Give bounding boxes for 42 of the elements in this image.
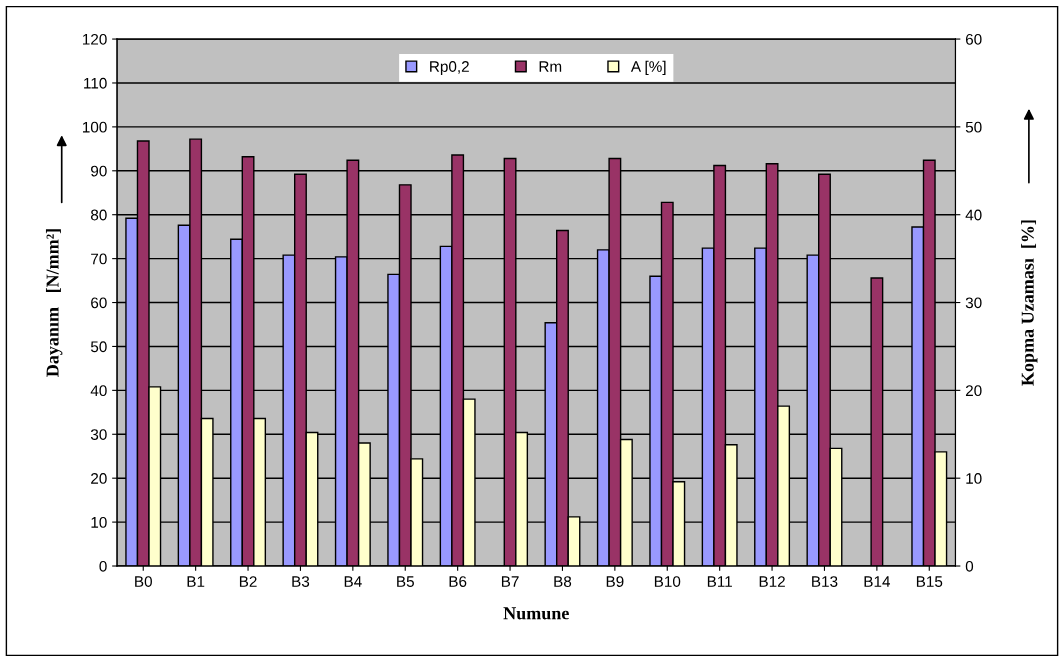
x-tick-label: B3: [292, 576, 310, 587]
x-tick-label: B5: [397, 576, 414, 587]
x-tick-label: B7: [501, 576, 519, 587]
x-tick-label: B8: [554, 576, 572, 587]
x-tick-label: B12: [759, 576, 785, 587]
x-tick-label: B9: [606, 576, 624, 587]
legend-label: Rm: [539, 61, 562, 72]
y-tick-label: 120: [83, 33, 107, 45]
y2-tick-label: 10: [966, 473, 982, 484]
x-tick-label: B1: [187, 576, 205, 587]
x-tick-label: B13: [812, 576, 838, 587]
x-tick-label: B6: [449, 576, 467, 587]
y-tick-label: 30: [90, 429, 107, 440]
x-tick-label: B14: [864, 576, 891, 587]
y-tick-label: 80: [90, 209, 107, 221]
y-tick-label: 40: [90, 385, 107, 397]
legend-label: Rp0,2: [430, 61, 469, 75]
y2-tick-label: 30: [965, 297, 982, 309]
x-tick-label: B0: [135, 576, 152, 587]
x-tick-label: B11: [707, 576, 732, 587]
x-tick-label: B10: [654, 576, 681, 587]
y-tick-label: 0: [99, 560, 107, 572]
y2-tick-label: 50: [965, 121, 982, 133]
y-tick-label: 100: [83, 121, 107, 133]
y-tick-label: 10: [91, 516, 107, 528]
y-tick-label: 70: [91, 253, 107, 265]
y-tick-label: 90: [91, 165, 107, 177]
y2-tick-label: 20: [965, 385, 982, 397]
x-tick-label: B15: [916, 576, 943, 587]
y-tick-label: 20: [91, 473, 107, 484]
y2-tick-label: 40: [965, 209, 982, 221]
legend-label: A [%]: [630, 60, 666, 75]
y2-tick-label: 0: [965, 560, 974, 572]
y-tick-label: 110: [84, 77, 107, 89]
y-tick-label: 60: [91, 297, 107, 309]
y-tick-label: 50: [90, 341, 107, 353]
x-tick-label: B4: [344, 576, 362, 587]
x-axis-title: Numune: [503, 607, 569, 620]
x-tick-label: B2: [239, 576, 257, 587]
y2-axis-title: Kopma Uzaması [%]: [1021, 220, 1038, 386]
y-axis-title: Dayanım [N/mm²]: [45, 229, 63, 377]
y2-tick-label: 60: [965, 33, 982, 45]
